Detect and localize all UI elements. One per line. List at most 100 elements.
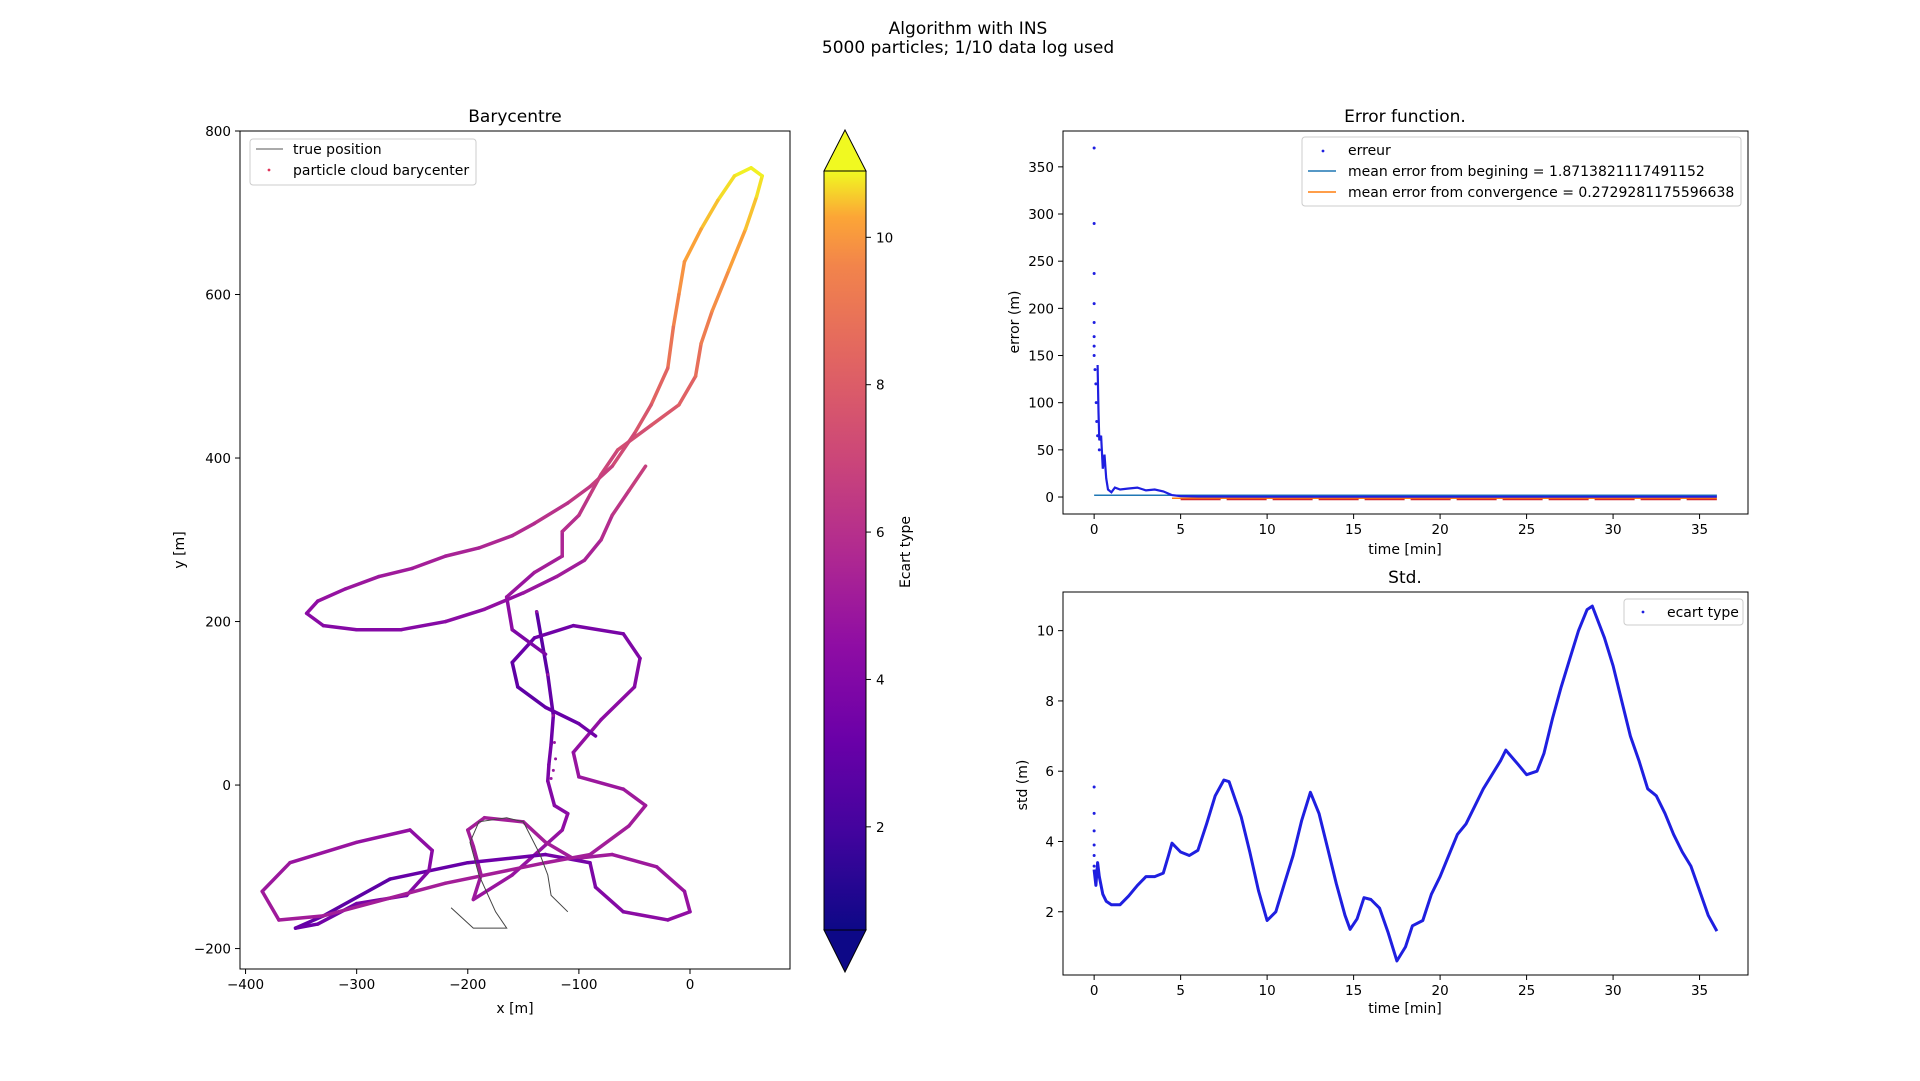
barycentre-ytick-label: 200: [205, 615, 231, 631]
barycenter-point: [535, 610, 539, 614]
barycenter-segment: [571, 623, 626, 636]
error-legend-box: [1301, 136, 1742, 207]
barycenter-segment: [610, 488, 631, 518]
error-point: [1092, 344, 1096, 348]
barycenter-segment: [632, 403, 653, 436]
barycenter-segment: [560, 811, 570, 832]
std-point: [1092, 785, 1096, 789]
barycenter-segment: [549, 713, 556, 746]
barycenter-segment: [321, 623, 359, 632]
error-point: [1094, 382, 1098, 386]
barycenter-segment: [588, 860, 598, 889]
barycenter-segment: [599, 513, 614, 542]
std-xtick-label: 5: [1176, 983, 1185, 999]
barycenter-segment: [504, 595, 514, 632]
error-xtick-label: 0: [1090, 522, 1099, 538]
barycenter-segment: [443, 546, 481, 558]
error-ylabel: error (m): [1007, 291, 1023, 354]
error-ytick-label: 350: [1028, 160, 1054, 176]
barycenter-segment: [621, 910, 670, 922]
barycenter-segment: [627, 464, 648, 493]
legend-mean-convergence-label: mean error from convergence = 0.27292811…: [1348, 185, 1734, 201]
barycenter-segment: [599, 448, 620, 477]
std-xtick-label: 0: [1090, 983, 1099, 999]
error-point: [1092, 302, 1096, 306]
error-point: [1092, 354, 1096, 358]
std-xtick-label: 10: [1259, 983, 1276, 999]
std-xtick-label: 35: [1691, 983, 1708, 999]
barycentre-xtick-label: −400: [227, 977, 264, 993]
barycenter-segment: [546, 762, 551, 783]
barycenter-segment: [682, 889, 692, 914]
legend-erreur-label: erreur: [1348, 143, 1391, 159]
error-y-ticks: 0 50 100 150 200 250 300 350: [1028, 160, 1063, 506]
barycentre-ytick-label: 600: [205, 288, 231, 304]
colorbar-tick-label: 10: [876, 230, 893, 246]
std-series-line: [1092, 604, 1719, 963]
barycentre-panel: Barycentre −400 −300 −200 −100 0 −200 0 200 400…: [172, 107, 791, 1017]
colorbar-gradient: [823, 170, 867, 931]
std-xtick-label: 30: [1604, 983, 1621, 999]
barycenter-segment: [534, 609, 550, 677]
error-xtick-label: 25: [1518, 522, 1535, 538]
barycenter-segment: [510, 660, 520, 689]
std-legend: ecart type: [1623, 598, 1744, 626]
barycentre-xtick-label: −100: [560, 977, 597, 993]
barycenter-segment: [288, 840, 359, 865]
barycenter-segment: [410, 554, 448, 571]
error-ytick-label: 200: [1028, 301, 1054, 317]
legend-mean-begin-label: mean error from begining = 1.87138211174…: [1348, 164, 1705, 180]
barycenter-segment: [621, 632, 642, 661]
barycenter-segment: [408, 828, 434, 853]
barycenter-segment: [732, 166, 753, 178]
barycenter-point: [552, 741, 556, 745]
barycenter-segment: [321, 877, 392, 918]
barycentre-ytick-label: 800: [205, 124, 231, 140]
std-xtick-label: 20: [1432, 983, 1449, 999]
barycentre-ytick-label: −200: [194, 942, 231, 958]
barycentre-ylabel: y [m]: [172, 531, 188, 568]
barycenter-point: [546, 673, 550, 677]
barycenter-segment: [443, 607, 487, 624]
barycenter-point: [551, 768, 555, 772]
barycenter-segment: [632, 656, 642, 689]
std-ytick-label: 2: [1045, 905, 1054, 921]
std-point: [1092, 854, 1096, 858]
error-point: [1092, 146, 1096, 150]
barycenter-segment: [682, 227, 703, 264]
std-plot-area: [1092, 604, 1719, 963]
barycenter-segment: [471, 873, 483, 902]
error-xtick-label: 10: [1259, 522, 1276, 538]
legend-barycenter-dot-icon: [267, 168, 271, 172]
barycenter-segment: [571, 717, 603, 755]
std-point: [1092, 829, 1096, 833]
barycenter-segment: [504, 570, 537, 599]
barycenter-segment: [377, 566, 414, 579]
barycenter-segment: [610, 852, 659, 869]
barycentre-legend-box: [249, 138, 477, 186]
barycenter-segment: [260, 860, 292, 894]
barycentre-ytick-label: 0: [222, 778, 231, 794]
barycenter-segment: [621, 787, 648, 808]
barycentre-legend: true position particle cloud barycenter: [249, 138, 477, 186]
figure-subtitle: 5000 particles; 1/10 data log used: [822, 38, 1114, 58]
barycenter-segment: [293, 922, 320, 930]
barycentre-plot-area: [260, 166, 764, 930]
std-ytick-label: 10: [1037, 624, 1054, 640]
error-ytick-label: 250: [1028, 254, 1054, 270]
barycenter-segment: [466, 828, 476, 849]
barycentre-title: Barycentre: [468, 107, 561, 127]
barycenter-segment: [677, 260, 687, 297]
error-point: [1096, 434, 1100, 438]
error-ytick-label: 50: [1037, 443, 1054, 459]
barycenter-segment: [521, 820, 548, 845]
barycenter-segment: [466, 816, 487, 832]
barycenter-segment: [666, 910, 692, 922]
error-point: [1092, 271, 1096, 275]
std-xtick-label: 15: [1345, 983, 1362, 999]
std-axes-frame: [1062, 591, 1749, 976]
error-point: [1097, 448, 1101, 452]
barycenter-segment: [466, 852, 548, 865]
barycenter-segment: [260, 889, 281, 922]
